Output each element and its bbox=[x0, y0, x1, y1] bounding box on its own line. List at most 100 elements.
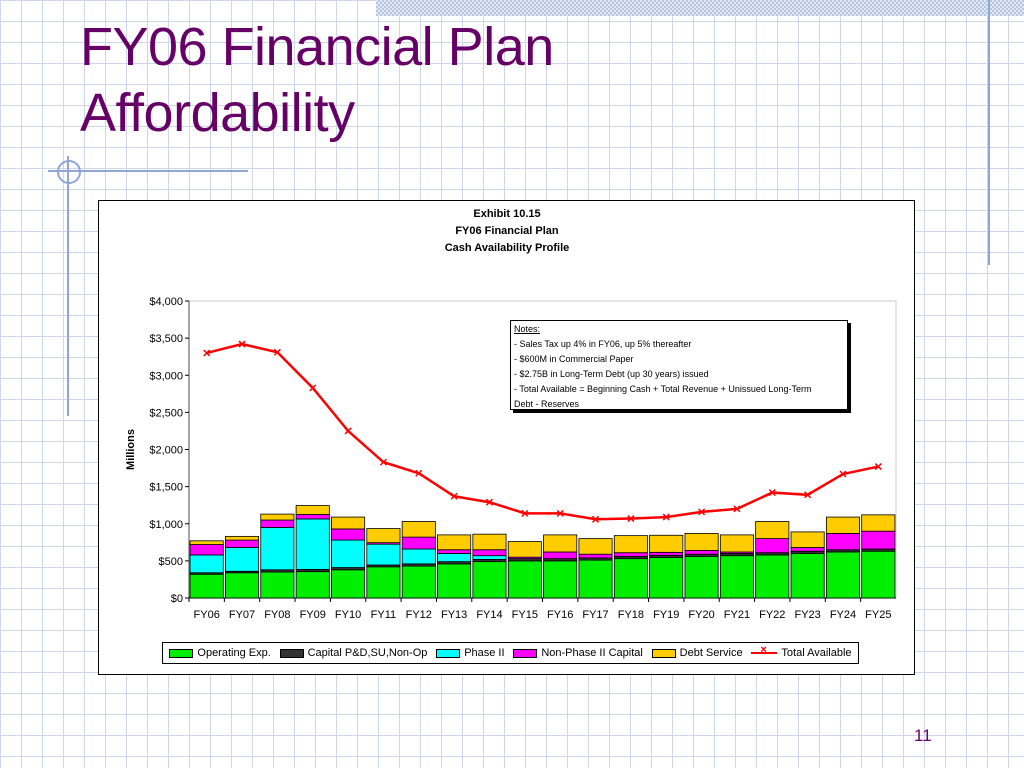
legend-swatch bbox=[651, 648, 676, 658]
bar-segment bbox=[189, 573, 224, 599]
bar-segment bbox=[578, 538, 613, 555]
chart-title-line: Cash Availability Profile bbox=[445, 242, 570, 254]
bar-segment bbox=[472, 555, 507, 560]
legend-item-non-phase-ii-capital: Non-Phase II Capital bbox=[513, 647, 643, 659]
bar-segment bbox=[189, 540, 224, 545]
bar-segment bbox=[295, 518, 330, 570]
y-axis: $0 $500 $1,000 $1,500 $2,000 $2,500 $3,000 $3,5… bbox=[125, 296, 897, 605]
decorative-horizontal-line bbox=[48, 170, 248, 172]
bar-segment bbox=[861, 514, 896, 532]
bar-segment bbox=[543, 560, 578, 599]
slide-title: FY06 Financial Plan Affordability bbox=[80, 14, 554, 146]
x-tick-label: FY13 bbox=[441, 609, 467, 621]
x-tick-label: FY06 bbox=[194, 609, 220, 621]
line-point-marker bbox=[556, 509, 564, 517]
slide-title-line-1: FY06 Financial Plan bbox=[80, 17, 554, 77]
line-point-marker bbox=[521, 509, 529, 517]
chart-container: Exhibit 10.15 FY06 Financial Plan Cash Ava… bbox=[98, 200, 915, 675]
bar-segment bbox=[472, 549, 507, 557]
bar-segment bbox=[684, 533, 719, 551]
x-tick-label: FY23 bbox=[794, 609, 820, 621]
x-tick-label: FY17 bbox=[582, 609, 608, 621]
line-point-marker bbox=[309, 384, 317, 392]
bar-segment bbox=[225, 572, 260, 599]
x-tick-label: FY09 bbox=[300, 609, 326, 621]
bar-segment bbox=[861, 550, 896, 599]
x-tick-label: FY11 bbox=[371, 609, 396, 621]
bar-segment bbox=[507, 560, 542, 599]
legend-label: Non-Phase II Capital bbox=[541, 647, 643, 659]
x-tick-label: FY08 bbox=[264, 609, 290, 621]
chart-titles: Exhibit 10.15 FY06 Financial Plan Cash Ava… bbox=[445, 208, 570, 254]
legend-item-operating-exp: Operating Exp. bbox=[169, 647, 271, 659]
notes-heading: Notes: bbox=[514, 324, 541, 334]
bar-segment bbox=[437, 553, 472, 563]
bar-segment bbox=[260, 527, 295, 571]
bar-segment bbox=[401, 536, 436, 550]
total-available-line bbox=[206, 342, 879, 521]
x-tick-label: FY20 bbox=[688, 609, 714, 621]
bar-segment bbox=[613, 552, 648, 557]
x-tick-label: FY24 bbox=[830, 609, 856, 621]
x-tick-label: FY22 bbox=[759, 609, 785, 621]
bar-segment bbox=[366, 543, 401, 566]
line-point-marker bbox=[733, 505, 741, 513]
bar-segment bbox=[790, 531, 825, 548]
notes-box: Notes: - Sales Tax up 4% in FY06, up 5% … bbox=[510, 320, 848, 410]
line-point-marker bbox=[379, 458, 387, 466]
bar-segment bbox=[649, 557, 684, 599]
decorative-right-line bbox=[988, 0, 990, 265]
bar-segment bbox=[401, 521, 436, 538]
bar-segment bbox=[295, 571, 330, 599]
bar-segment bbox=[755, 554, 790, 599]
line-point-marker bbox=[415, 469, 423, 477]
legend-label: Phase II bbox=[464, 647, 505, 659]
bar-segment bbox=[790, 553, 825, 599]
bar-segment bbox=[331, 569, 366, 599]
line-point-marker bbox=[698, 508, 706, 516]
line-point-marker bbox=[273, 348, 281, 356]
decorative-circle bbox=[57, 160, 81, 184]
y-tick-label: $500 bbox=[159, 556, 183, 568]
x-tick-label: FY18 bbox=[618, 609, 644, 621]
chart-legend: Operating Exp. Capital P&D,SU,Non-Op Pha… bbox=[162, 642, 859, 664]
line-point-marker bbox=[344, 427, 352, 435]
bar-segment bbox=[331, 516, 366, 530]
bar-segment bbox=[755, 521, 790, 539]
chart-svg: Exhibit 10.15 FY06 Financial Plan Cash Ava… bbox=[125, 208, 897, 621]
bar-segment bbox=[578, 553, 613, 559]
x-tick-label: FY15 bbox=[512, 609, 538, 621]
y-tick-label: $4,000 bbox=[149, 296, 183, 308]
y-tick-label: $1,500 bbox=[149, 482, 183, 494]
line-point-marker bbox=[203, 349, 211, 357]
bar-segment bbox=[295, 514, 330, 520]
legend-label: Operating Exp. bbox=[197, 647, 271, 659]
note-line: Debt - Reserves bbox=[514, 399, 580, 409]
bar-segment bbox=[401, 565, 436, 599]
bar-segment bbox=[331, 539, 366, 568]
bar-segment bbox=[472, 561, 507, 599]
bar-segment bbox=[578, 559, 613, 599]
note-line: - $2.75B in Long-Term Debt (up 30 years)… bbox=[514, 369, 709, 379]
legend-swatch bbox=[436, 648, 461, 658]
decorative-vertical-line bbox=[67, 156, 69, 416]
bar-segment bbox=[260, 513, 295, 521]
legend-item-capital: Capital P&D,SU,Non-Op bbox=[279, 647, 427, 659]
bar-segment bbox=[437, 563, 472, 599]
x-tick-label: FY14 bbox=[476, 609, 502, 621]
bar-segment bbox=[401, 548, 436, 565]
line-point-marker bbox=[591, 515, 600, 523]
line-layer bbox=[203, 340, 882, 523]
legend-item-total-available: Total Available bbox=[751, 644, 852, 659]
bar-segment bbox=[649, 551, 684, 556]
line-point-marker bbox=[485, 498, 494, 506]
legend-label: Debt Service bbox=[679, 647, 743, 659]
bar-segment bbox=[366, 528, 401, 544]
bar-segment bbox=[189, 544, 224, 556]
bar-segment bbox=[543, 551, 578, 560]
bar-segment bbox=[437, 549, 472, 554]
bar-segment bbox=[825, 551, 860, 599]
bar-segment bbox=[472, 533, 507, 551]
y-tick-label: $3,000 bbox=[149, 370, 183, 382]
bar-segment bbox=[649, 534, 684, 553]
